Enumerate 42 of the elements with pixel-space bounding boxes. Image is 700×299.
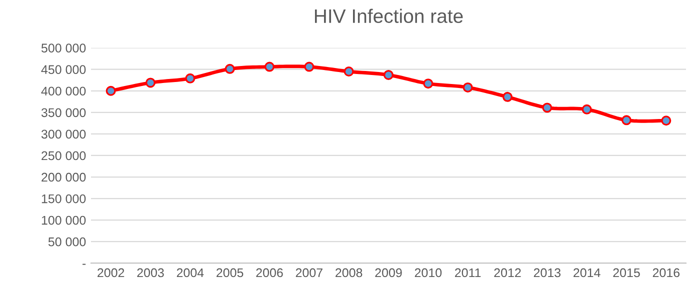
chart-title: HIV Infection rate — [314, 8, 463, 24]
point — [304, 62, 314, 72]
y-tick-label: 250 000 — [42, 151, 86, 160]
y-tick-label: 350 000 — [41, 108, 86, 118]
x-tick-label: 2012 — [494, 268, 521, 278]
x-tick-label: 2013 — [534, 268, 561, 278]
x-tick-label: 2006 — [256, 268, 283, 278]
point — [106, 86, 116, 96]
y-tick-label: 150 000 — [42, 194, 86, 204]
y-tick-label: - — [82, 264, 86, 265]
y-tick-label: 200 000 — [42, 172, 86, 182]
point — [582, 104, 592, 114]
point — [224, 64, 235, 74]
point — [661, 116, 672, 126]
x-tick-label: 2010 — [414, 268, 442, 278]
point — [384, 70, 394, 80]
y-tick-label: 450 000 — [41, 65, 86, 74]
x-tick-label: 2008 — [336, 268, 362, 278]
x-tick-label: 2003 — [137, 268, 164, 278]
y-tick-label: 500 000 — [41, 44, 86, 52]
x-tick-label: 2015 — [613, 268, 640, 278]
point — [462, 82, 473, 92]
y-tick-label: 50 000 — [48, 237, 86, 246]
y-tick-label: 100 000 — [42, 216, 86, 225]
point — [502, 92, 512, 102]
point — [423, 78, 434, 89]
x-tick-label: 2016 — [652, 268, 680, 278]
point — [185, 73, 196, 84]
point — [344, 66, 354, 77]
x-tick-label: 2014 — [574, 268, 600, 278]
x-tick-label: 2009 — [375, 268, 402, 278]
x-tick-label: 2011 — [455, 268, 481, 278]
point — [146, 78, 156, 88]
x-tick-label: 2005 — [216, 268, 244, 278]
y-tick-label: 300 000 — [41, 130, 86, 139]
point — [542, 102, 552, 113]
point — [264, 62, 274, 72]
x-tick-label: 2004 — [176, 268, 204, 278]
y-tick-label: 400 000 — [41, 86, 86, 96]
x-tick-label: 2002 — [98, 268, 124, 278]
point — [622, 115, 632, 126]
x-tick-label: 2007 — [296, 268, 322, 278]
